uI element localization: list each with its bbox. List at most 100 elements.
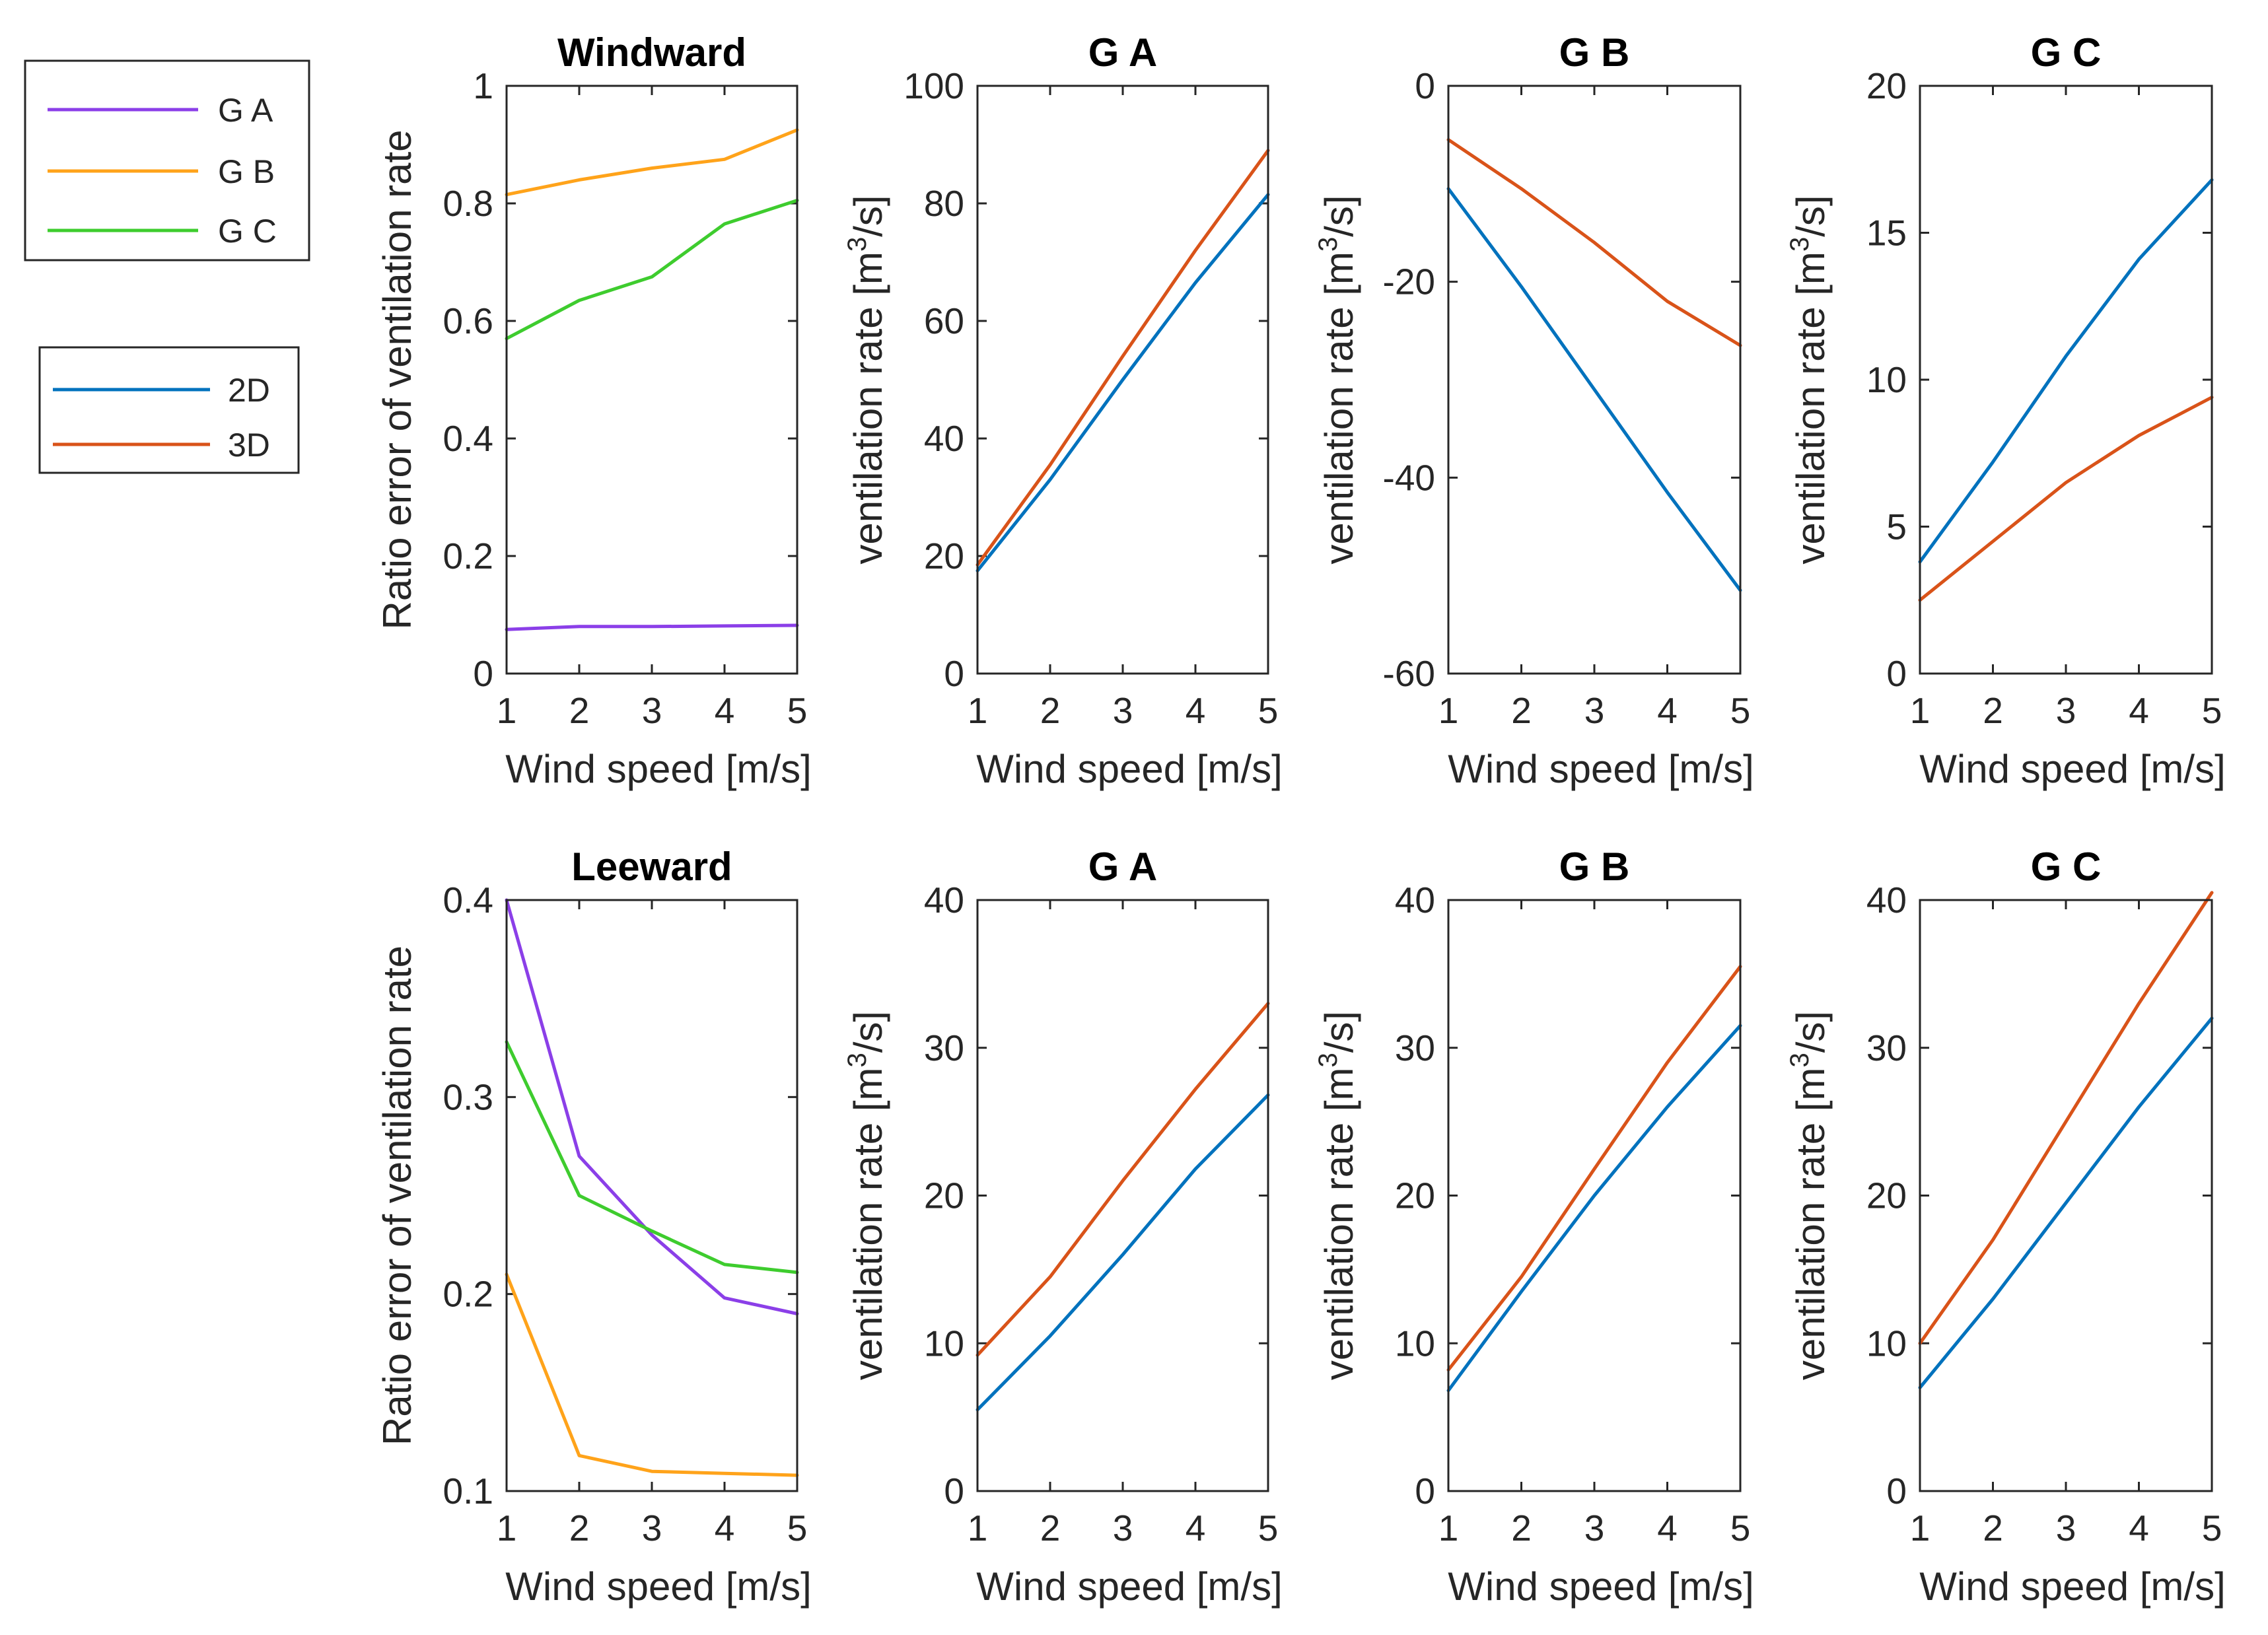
series-line-2d — [975, 193, 1270, 573]
y-axis-label: ventilation rate [m3/s] — [1314, 195, 1361, 564]
legend-label: 2D — [228, 372, 270, 409]
y-tick-label: 100 — [904, 65, 964, 106]
y-tick-label: 0.2 — [443, 536, 493, 576]
series-line-2d — [1918, 178, 2214, 564]
legend-label: G A — [218, 92, 273, 129]
y-axis-label-text: ventilation rate [m — [1317, 1068, 1361, 1381]
plot-background — [1448, 86, 1740, 674]
y-axis-label-unit: /s] — [1317, 1011, 1361, 1053]
y-axis-label: Ratio error of ventilation rate — [375, 129, 419, 629]
x-tick-label: 1 — [1438, 690, 1459, 731]
subplot-leeward-gb: 0 10 20 30 40 1 2 3 4 5 G B Wind speed [m/s] ventila… — [1314, 845, 1754, 1609]
axes-box — [976, 899, 1269, 1492]
y-axis-label: ventilation rate [m3/s] — [1314, 1011, 1361, 1380]
y-axis-label-text: ventilation rate [m — [1317, 252, 1361, 565]
x-tick-label: 2 — [1040, 1508, 1061, 1548]
y-tick-label: 20 — [924, 536, 964, 576]
legend-label: 3D — [228, 427, 270, 464]
y-tick-label: 15 — [1866, 213, 1907, 254]
y-tick-label: 0.3 — [443, 1076, 493, 1117]
y-axis-label: ventilation rate [m3/s] — [843, 1011, 890, 1380]
y-tick-label: 10 — [1866, 1323, 1907, 1364]
subplot-title: Leeward — [571, 845, 732, 889]
y-tick-label: 0.2 — [443, 1274, 493, 1315]
y-axis-label: ventilation rate [m3/s] — [1785, 195, 1833, 564]
x-axis-label: Wind speed [m/s] — [976, 747, 1283, 791]
y-tick-label: 0 — [944, 1471, 964, 1512]
series-line-2d — [1446, 1024, 1742, 1393]
y-tick-label: 60 — [924, 300, 964, 341]
legend-box — [24, 59, 310, 261]
y-axis-label-superscript: 3 — [1314, 237, 1343, 252]
x-tick-label: 2 — [1983, 1508, 2003, 1548]
x-tick-label: 1 — [968, 1508, 988, 1548]
legend-label: G B — [218, 153, 275, 190]
y-tick-label: 30 — [1866, 1027, 1907, 1068]
plot-background — [977, 900, 1268, 1491]
x-tick-label: 1 — [1438, 1508, 1459, 1548]
x-tick-label: 2 — [569, 1508, 590, 1548]
series-line-3d — [1446, 965, 1742, 1372]
x-tick-label: 1 — [497, 1508, 517, 1548]
x-tick-label: 5 — [787, 1508, 808, 1548]
y-tick-label: 0 — [1886, 653, 1907, 694]
y-tick-label: 30 — [924, 1027, 964, 1068]
series-line-g-c — [505, 199, 799, 341]
y-tick-label: 0 — [1415, 65, 1435, 106]
series-line-g-c — [505, 1040, 799, 1274]
y-axis-label: ventilation rate [m3/s] — [843, 195, 890, 564]
x-axis-label: Wind speed [m/s] — [1919, 1564, 2226, 1609]
x-tick-label: 3 — [2056, 1508, 2076, 1548]
x-tick-label: 4 — [1186, 1508, 1206, 1548]
x-tick-label: 3 — [1584, 690, 1605, 731]
legend-label: G C — [218, 213, 277, 250]
x-tick-label: 3 — [642, 690, 662, 731]
subplot-windward-ratio: 0 0.2 0.4 0.6 0.8 1 1 2 3 4 5 Windward Wind speed [m… — [375, 30, 812, 791]
y-axis-label-text: ventilation rate [m — [846, 252, 890, 565]
y-tick-label: 5 — [1886, 506, 1907, 547]
subplot-title: G B — [1559, 845, 1630, 889]
y-tick-label: 0 — [1886, 1471, 1907, 1512]
subplot-title: G C — [2031, 845, 2102, 889]
x-tick-label: 4 — [2129, 690, 2149, 731]
y-tick-label: 0.6 — [443, 300, 493, 341]
group-legend: G A G B G C — [24, 59, 310, 261]
y-axis-label-unit: /s] — [1789, 195, 1833, 236]
subplot-leeward-gc: 0 10 20 30 40 1 2 3 4 5 G C Wind speed [m/s] ventila… — [1785, 845, 2226, 1609]
subplot-title: G B — [1559, 30, 1630, 75]
y-tick-label: 0.1 — [443, 1471, 493, 1512]
subplot-title: G C — [2031, 30, 2102, 75]
x-tick-label: 2 — [1511, 1508, 1532, 1548]
axes-box — [1919, 899, 2213, 1492]
x-tick-label: 3 — [2056, 690, 2076, 731]
y-tick-label: 40 — [924, 418, 964, 459]
series-line-g-b — [505, 128, 799, 197]
plot-background — [1920, 86, 2212, 674]
y-tick-label: 0.4 — [443, 418, 493, 459]
series-line-2d — [1446, 187, 1742, 592]
series-line-3d — [1918, 891, 2214, 1345]
series-line-g-b — [505, 1272, 799, 1477]
y-tick-label: 20 — [1866, 1175, 1907, 1216]
series-line-g-a — [505, 623, 799, 631]
y-tick-label: 20 — [924, 1175, 964, 1216]
subplot-title: Windward — [557, 30, 746, 75]
series-line-g-a — [505, 898, 799, 1315]
x-tick-label: 1 — [1910, 690, 1931, 731]
subplot-windward-gc: 0 5 10 15 20 1 2 3 4 5 G C Wind speed [m/s] ventilat… — [1785, 30, 2226, 791]
x-tick-label: 4 — [1657, 690, 1678, 731]
x-tick-label: 5 — [1730, 690, 1751, 731]
x-tick-label: 2 — [1040, 690, 1061, 731]
y-axis-label-superscript: 3 — [1785, 237, 1814, 252]
y-tick-label: 40 — [1866, 880, 1907, 921]
x-tick-label: 4 — [1186, 690, 1206, 731]
y-axis-label-superscript: 3 — [843, 1053, 872, 1067]
subplot-title: G A — [1088, 30, 1157, 75]
subplot-leeward-ratio: 0.1 0.2 0.3 0.4 1 2 3 4 5 Leeward Wind speed [m/s]… — [375, 845, 812, 1609]
x-axis-label: Wind speed [m/s] — [1919, 747, 2226, 791]
y-tick-label: 30 — [1395, 1027, 1435, 1068]
y-tick-label: 10 — [1395, 1323, 1435, 1364]
plot-background — [507, 86, 797, 674]
subplot-title: G A — [1088, 845, 1157, 889]
